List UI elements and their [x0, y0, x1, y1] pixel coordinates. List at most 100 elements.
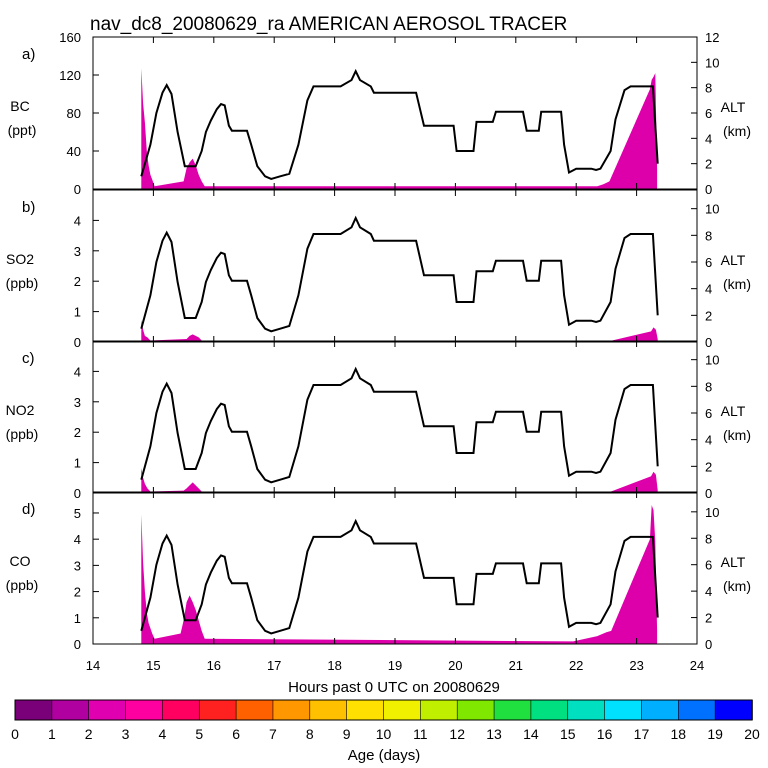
panel-frame: [92, 36, 698, 190]
x-tick-label: 18: [327, 658, 341, 673]
alt-tick-label: 0: [705, 637, 712, 652]
y-tick-label: 1: [74, 305, 81, 320]
altitude-line: [140, 518, 659, 635]
alt-label: ALT: [721, 554, 746, 570]
panel-so2: 0 1 2 3 4 0 2 4 6 8 10 b) SO2 (ppb) ALT (km): [6, 189, 751, 350]
colorbar-swatch: [51, 699, 90, 721]
altitude-line: [140, 366, 659, 484]
tracer-area: [141, 68, 658, 189]
colorbar-tick-label: 16: [597, 726, 613, 742]
tracer-area: [141, 505, 658, 644]
x-tick-label: 14: [86, 658, 100, 673]
y-tick-label: 2: [74, 274, 81, 289]
colorbar-tick-label: 13: [486, 726, 502, 742]
x-tick-label: 20: [448, 658, 462, 673]
y-tick-label: 4: [74, 532, 81, 547]
x-tick-label: 21: [509, 658, 523, 673]
alt-label: ALT: [721, 252, 746, 268]
colorbar-tick-label: 15: [560, 726, 576, 742]
species-label: NO2: [6, 402, 35, 418]
alt-tick-label: 8: [705, 379, 712, 394]
panel-letter: d): [22, 501, 35, 518]
y-tick-label: 3: [74, 395, 81, 410]
colorbar-swatch: [677, 699, 716, 721]
x-tick-label: 16: [207, 658, 221, 673]
alt-tick-label: 2: [705, 611, 712, 626]
colorbar-tick-label: 1: [48, 726, 56, 742]
alt-label: ALT: [721, 403, 746, 419]
colorbar-tick-label: 0: [11, 726, 19, 742]
panel-letter: c): [22, 350, 35, 367]
alt-unit-label: (km): [723, 123, 751, 139]
y-tick-label: 4: [74, 364, 81, 379]
colorbar-label: Age (days): [348, 747, 421, 764]
x-tick-label: 24: [690, 658, 704, 673]
y-tick-label: 3: [74, 244, 81, 259]
alt-tick-label: 0: [705, 486, 712, 501]
colorbar-tick-label: 8: [306, 726, 314, 742]
y-tick-label: 0: [74, 637, 81, 652]
colorbar-tick-label: 6: [232, 726, 240, 742]
colorbar-swatch: [235, 699, 274, 721]
species-label: BC: [10, 98, 29, 114]
colorbar-tick-label: 19: [707, 726, 723, 742]
alt-tick-label: 2: [705, 157, 712, 172]
alt-tick-label: 4: [705, 282, 712, 297]
y-tick-label: 0: [74, 335, 81, 350]
colorbar-swatch: [125, 699, 164, 721]
colorbar-tick-label: 20: [744, 726, 760, 742]
alt-tick-label: 8: [705, 81, 712, 96]
colorbar-frame: [14, 699, 753, 721]
altitude-line: [140, 68, 659, 180]
colorbar-swatch: [88, 699, 127, 721]
colorbar-swatch: [272, 699, 311, 721]
altitude-line: [140, 215, 659, 333]
unit-label: (ppb): [6, 275, 39, 291]
alt-tick-label: 10: [705, 202, 719, 217]
colorbar-tick-label: 18: [671, 726, 687, 742]
alt-label: ALT: [721, 99, 746, 115]
colorbar-swatch: [714, 699, 753, 721]
alt-tick-label: 6: [705, 406, 712, 421]
panel-co: 0 1 2 3 4 5 0 2 4 6 8 10 d) CO (ppb) ALT (km): [6, 491, 751, 652]
alt-tick-label: 8: [705, 228, 712, 243]
panel-letter: a): [22, 46, 35, 63]
colorbar-swatch: [493, 699, 532, 721]
colorbar-swatch: [641, 699, 680, 721]
panel-letter: b): [22, 199, 35, 216]
y-tick-label: 1: [74, 611, 81, 626]
colorbar-swatch: [198, 699, 237, 721]
y-tick-label: 120: [59, 68, 81, 83]
panel-no2: 0 1 2 3 4 0 2 4 6 8 10 c) NO2 (ppb) ALT (km): [6, 340, 751, 501]
colorbar-swatch: [383, 699, 422, 721]
alt-tick-label: 6: [705, 255, 712, 270]
colorbar-swatch: [162, 699, 201, 721]
colorbar-swatch: [567, 699, 606, 721]
colorbar-tick-label: 12: [449, 726, 465, 742]
alt-tick-label: 6: [705, 106, 712, 121]
unit-label: (ppt): [8, 122, 37, 138]
y-tick-label: 0: [74, 182, 81, 197]
alt-tick-label: 0: [705, 182, 712, 197]
x-tick-label: 22: [569, 658, 583, 673]
y-tick-label: 5: [74, 506, 81, 521]
colorbar-tick-label: 3: [122, 726, 130, 742]
y-tick-label: 40: [67, 144, 81, 159]
unit-label: (ppb): [6, 426, 39, 442]
alt-tick-label: 6: [705, 558, 712, 573]
y-tick-label: 2: [74, 585, 81, 600]
colorbar: 0 1 2 3 4 5 6 7 8 9 10 11 12 13 14 15 16 17 18 19 20: [11, 699, 760, 742]
x-tick-label: 15: [146, 658, 160, 673]
x-tick-label: 19: [388, 658, 402, 673]
colorbar-swatch: [420, 699, 459, 721]
x-tick-label: 17: [267, 658, 281, 673]
colorbar-swatch: [456, 699, 495, 721]
colorbar-swatch: [309, 699, 348, 721]
alt-tick-label: 2: [705, 459, 712, 474]
alt-tick-label: 4: [705, 584, 712, 599]
colorbar-tick-label: 4: [159, 726, 167, 742]
unit-label: (ppb): [6, 577, 39, 593]
species-label: SO2: [6, 251, 34, 267]
tracer-area: [141, 320, 658, 342]
